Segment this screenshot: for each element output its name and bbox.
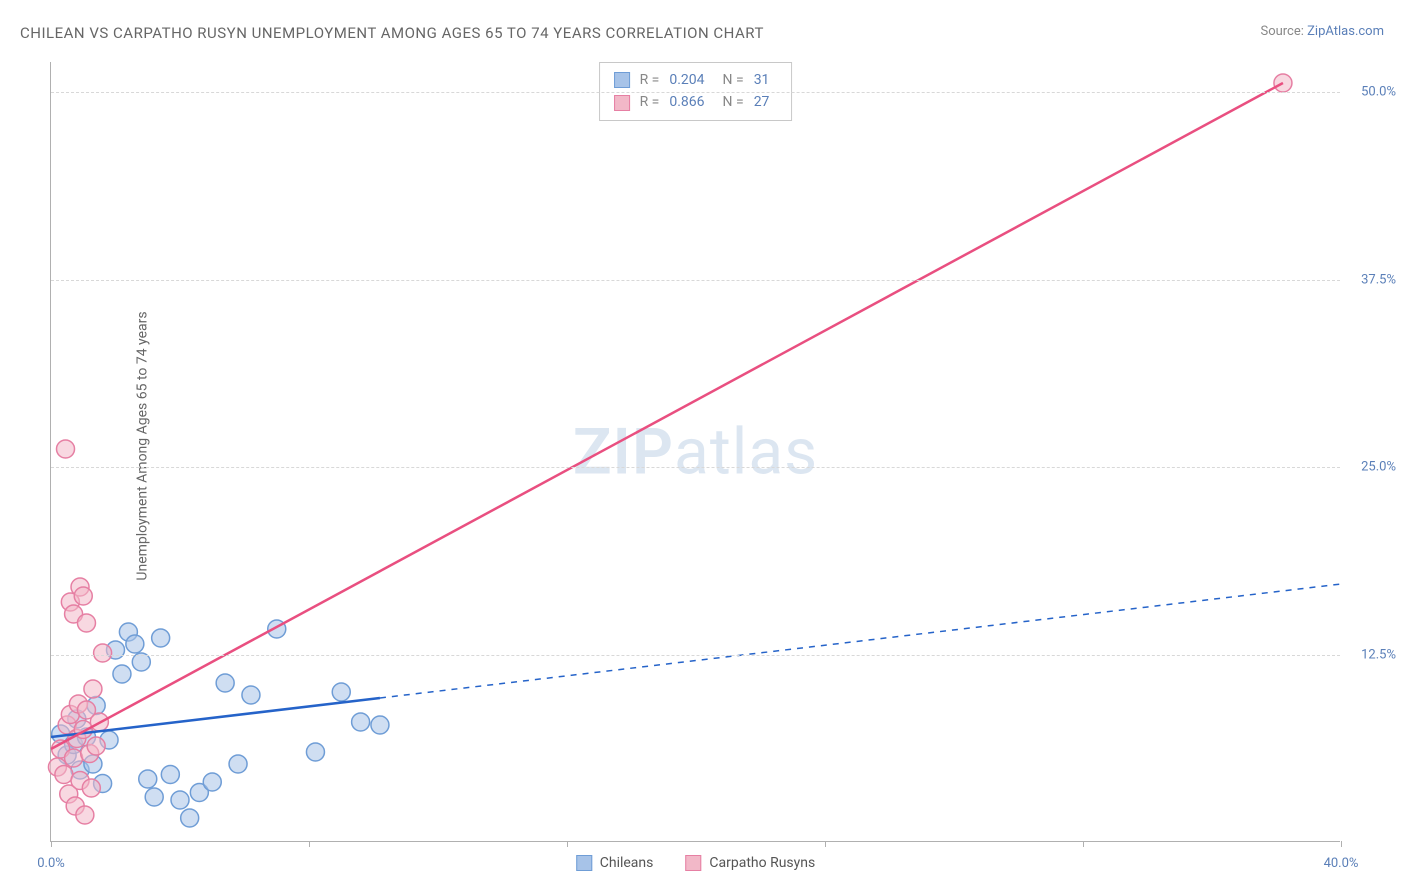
scatter-point [152, 629, 170, 647]
regression-line-extrapolated [380, 584, 1341, 698]
scatter-point [161, 766, 179, 784]
source-link[interactable]: ZipAtlas.com [1307, 24, 1384, 39]
scatter-point [216, 674, 234, 692]
scatter-point [57, 440, 75, 458]
legend-swatch [685, 855, 701, 871]
regression-line [51, 83, 1283, 749]
scatter-point [352, 713, 370, 731]
gridline-horizontal [51, 280, 1340, 281]
chart-svg-layer [51, 62, 1340, 841]
scatter-point [126, 635, 144, 653]
scatter-point [113, 665, 131, 683]
gridline-horizontal [51, 467, 1340, 468]
gridline-horizontal [51, 655, 1340, 656]
x-tick-label: 40.0% [1324, 856, 1359, 871]
scatter-point [82, 779, 100, 797]
x-tick [567, 841, 568, 847]
legend-series-item: Carpatho Rusyns [685, 855, 815, 871]
scatter-point [76, 806, 94, 824]
legend-series-label: Chileans [600, 855, 654, 871]
y-tick-label: 12.5% [1361, 647, 1396, 662]
y-tick-label: 50.0% [1361, 85, 1396, 100]
scatter-point [94, 644, 112, 662]
scatter-point [242, 686, 260, 704]
legend-n-value: 27 [754, 91, 770, 113]
legend-swatch [614, 72, 630, 88]
legend-swatch [614, 95, 630, 111]
gridline-horizontal [51, 92, 1340, 93]
y-tick-label: 25.0% [1361, 460, 1396, 475]
scatter-point [84, 680, 102, 698]
x-tick [1083, 841, 1084, 847]
legend-series: Chileans Carpatho Rusyns [576, 855, 816, 871]
x-tick [309, 841, 310, 847]
scatter-point [55, 766, 73, 784]
x-tick-label: 0.0% [37, 856, 65, 871]
source-attribution: Source: ZipAtlas.com [1260, 24, 1384, 39]
legend-series-item: Chileans [576, 855, 654, 871]
x-tick [51, 841, 52, 847]
legend-stats-row: R = 0.866 N = 27 [614, 91, 778, 113]
scatter-point [171, 791, 189, 809]
scatter-point [145, 788, 163, 806]
scatter-point [139, 770, 157, 788]
legend-r-label: R = [640, 91, 660, 113]
scatter-point [132, 653, 150, 671]
scatter-point [77, 614, 95, 632]
scatter-point [181, 809, 199, 827]
scatter-point [306, 743, 324, 761]
y-tick-label: 37.5% [1361, 272, 1396, 287]
chart-title: CHILEAN VS CARPATHO RUSYN UNEMPLOYMENT A… [20, 24, 764, 42]
scatter-point [229, 755, 247, 773]
scatter-point [332, 683, 350, 701]
chart-plot-area: ZIPatlas R = 0.204 N = 31 R = 0.866 N = … [50, 62, 1340, 842]
legend-r-label: R = [640, 69, 660, 91]
x-tick [1341, 841, 1342, 847]
legend-series-label: Carpatho Rusyns [709, 855, 815, 871]
legend-stats-row: R = 0.204 N = 31 [614, 69, 778, 91]
legend-n-label: N = [723, 69, 744, 91]
legend-r-value: 0.866 [669, 91, 704, 113]
x-tick [825, 841, 826, 847]
legend-n-value: 31 [754, 69, 770, 91]
scatter-point [371, 716, 389, 734]
source-label: Source: [1260, 24, 1307, 39]
scatter-point [203, 773, 221, 791]
legend-swatch [576, 855, 592, 871]
scatter-point [65, 749, 83, 767]
scatter-point [74, 587, 92, 605]
legend-n-label: N = [723, 91, 744, 113]
scatter-point [87, 737, 105, 755]
legend-r-value: 0.204 [669, 69, 704, 91]
